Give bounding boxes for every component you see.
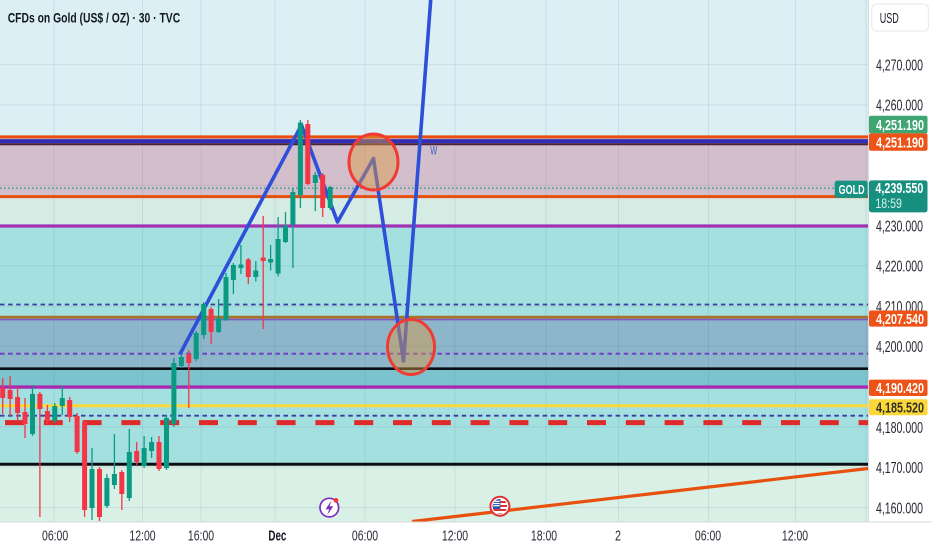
svg-text:4,200.000: 4,200.000 xyxy=(876,339,923,356)
svg-text:CFDs on Gold (US$ / OZ) · 30 ·: CFDs on Gold (US$ / OZ) · 30 · TVC xyxy=(8,11,181,27)
svg-text:USD: USD xyxy=(880,10,899,27)
svg-text:GOLD: GOLD xyxy=(839,182,865,197)
svg-text:W: W xyxy=(430,144,437,158)
svg-text:4,160.000: 4,160.000 xyxy=(876,500,923,517)
svg-text:4,270.000: 4,270.000 xyxy=(876,57,923,74)
svg-text:06:00: 06:00 xyxy=(42,528,68,545)
svg-text:4,260.000: 4,260.000 xyxy=(876,98,923,115)
svg-text:4,251.190: 4,251.190 xyxy=(876,134,924,151)
svg-text:4,230.000: 4,230.000 xyxy=(876,218,923,235)
svg-text:4,180.000: 4,180.000 xyxy=(876,420,923,437)
svg-text:4,239.550: 4,239.550 xyxy=(875,180,923,197)
svg-text:12:00: 12:00 xyxy=(442,528,468,545)
svg-text:4,207.540: 4,207.540 xyxy=(876,311,924,328)
svg-text:2: 2 xyxy=(615,528,621,545)
svg-text:16:00: 16:00 xyxy=(188,528,214,545)
svg-text:06:00: 06:00 xyxy=(352,528,378,545)
svg-text:4,190.420: 4,190.420 xyxy=(876,380,924,397)
svg-text:06:00: 06:00 xyxy=(695,528,721,545)
svg-text:18:00: 18:00 xyxy=(531,528,557,545)
svg-text:4,220.000: 4,220.000 xyxy=(876,259,923,276)
svg-text:4,251.190: 4,251.190 xyxy=(876,117,924,134)
svg-text:18:59: 18:59 xyxy=(875,195,902,211)
svg-text:4,170.000: 4,170.000 xyxy=(876,460,923,477)
svg-text:Dec: Dec xyxy=(268,528,286,545)
svg-text:12:00: 12:00 xyxy=(782,528,808,545)
svg-text:12:00: 12:00 xyxy=(129,528,155,545)
svg-text:4,185.520: 4,185.520 xyxy=(876,400,924,417)
